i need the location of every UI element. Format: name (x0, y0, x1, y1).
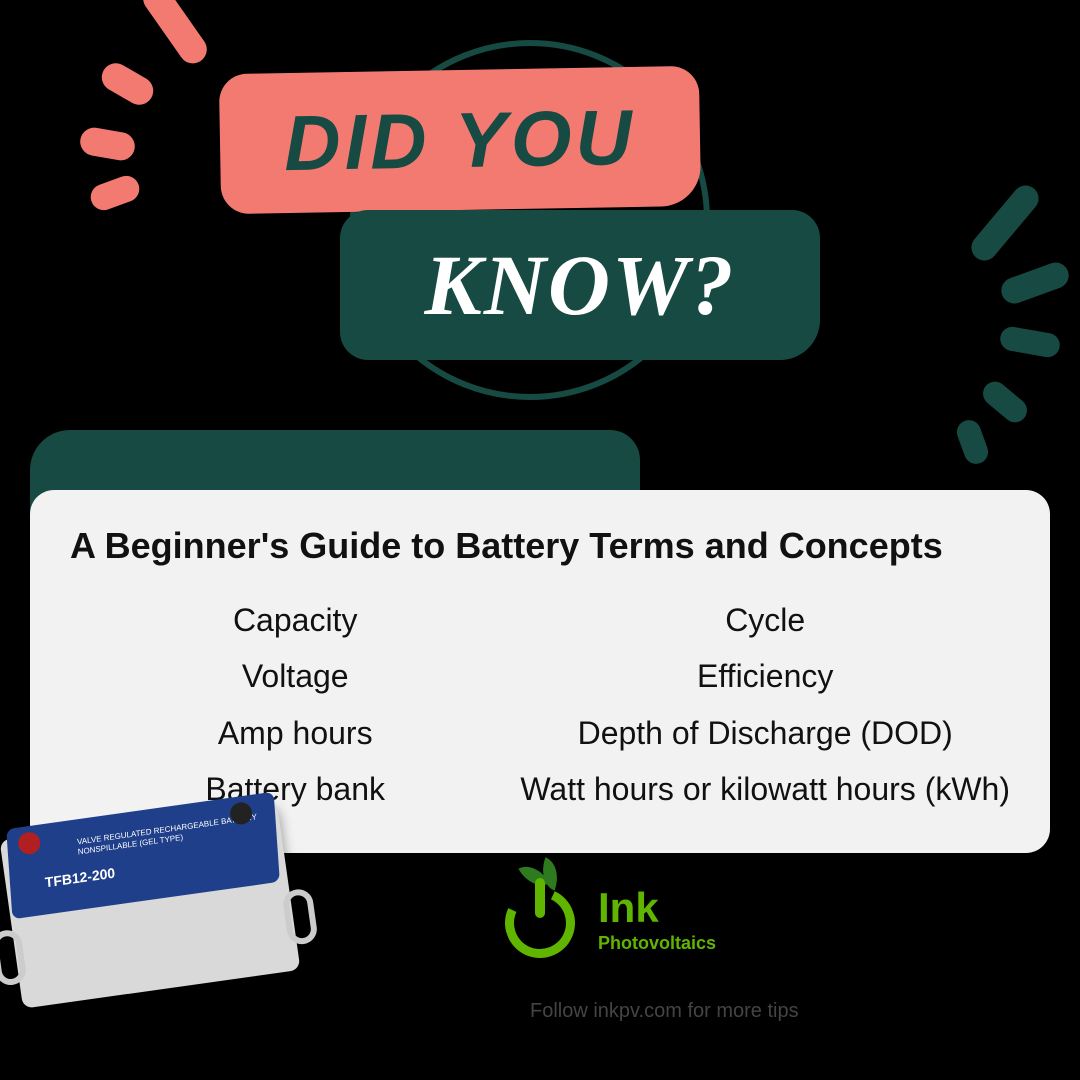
headline-banner-2: KNOW? (340, 210, 820, 360)
terms-col-1: Capacity Voltage Amp hours Battery bank (70, 597, 520, 813)
power-leaf-icon (500, 880, 580, 960)
term-item: Capacity (233, 597, 358, 643)
term-item: Cycle (725, 597, 805, 643)
terms-columns: Capacity Voltage Amp hours Battery bank … (70, 597, 1010, 813)
terms-col-2: Cycle Efficiency Depth of Discharge (DOD… (520, 597, 1010, 813)
term-item: Watt hours or kilowatt hours (kWh) (520, 766, 1010, 812)
battery-handle (281, 887, 318, 946)
headline-banner-1: DID YOU (219, 66, 701, 214)
follow-text: Follow inkpv.com for more tips (530, 1000, 799, 1023)
term-item: Voltage (242, 653, 349, 699)
battery-handle (0, 928, 28, 987)
battery-image: VALVE REGULATED RECHARGEABLE BATTERY NON… (0, 801, 300, 1008)
card-title: A Beginner's Guide to Battery Terms and … (70, 525, 1010, 567)
logo-subtitle: Photovoltaics (598, 933, 716, 954)
battery-model: TFB12-200 (44, 865, 115, 891)
headline-line2: KNOW? (424, 235, 735, 335)
headline-line1: DID YOU (283, 91, 636, 188)
term-item: Depth of Discharge (DOD) (578, 710, 953, 756)
info-card: A Beginner's Guide to Battery Terms and … (30, 490, 1050, 853)
logo-brand-text: Ink (598, 887, 716, 929)
brand-logo: Ink Photovoltaics (500, 880, 716, 960)
term-item: Efficiency (697, 653, 833, 699)
term-item: Amp hours (218, 710, 373, 756)
